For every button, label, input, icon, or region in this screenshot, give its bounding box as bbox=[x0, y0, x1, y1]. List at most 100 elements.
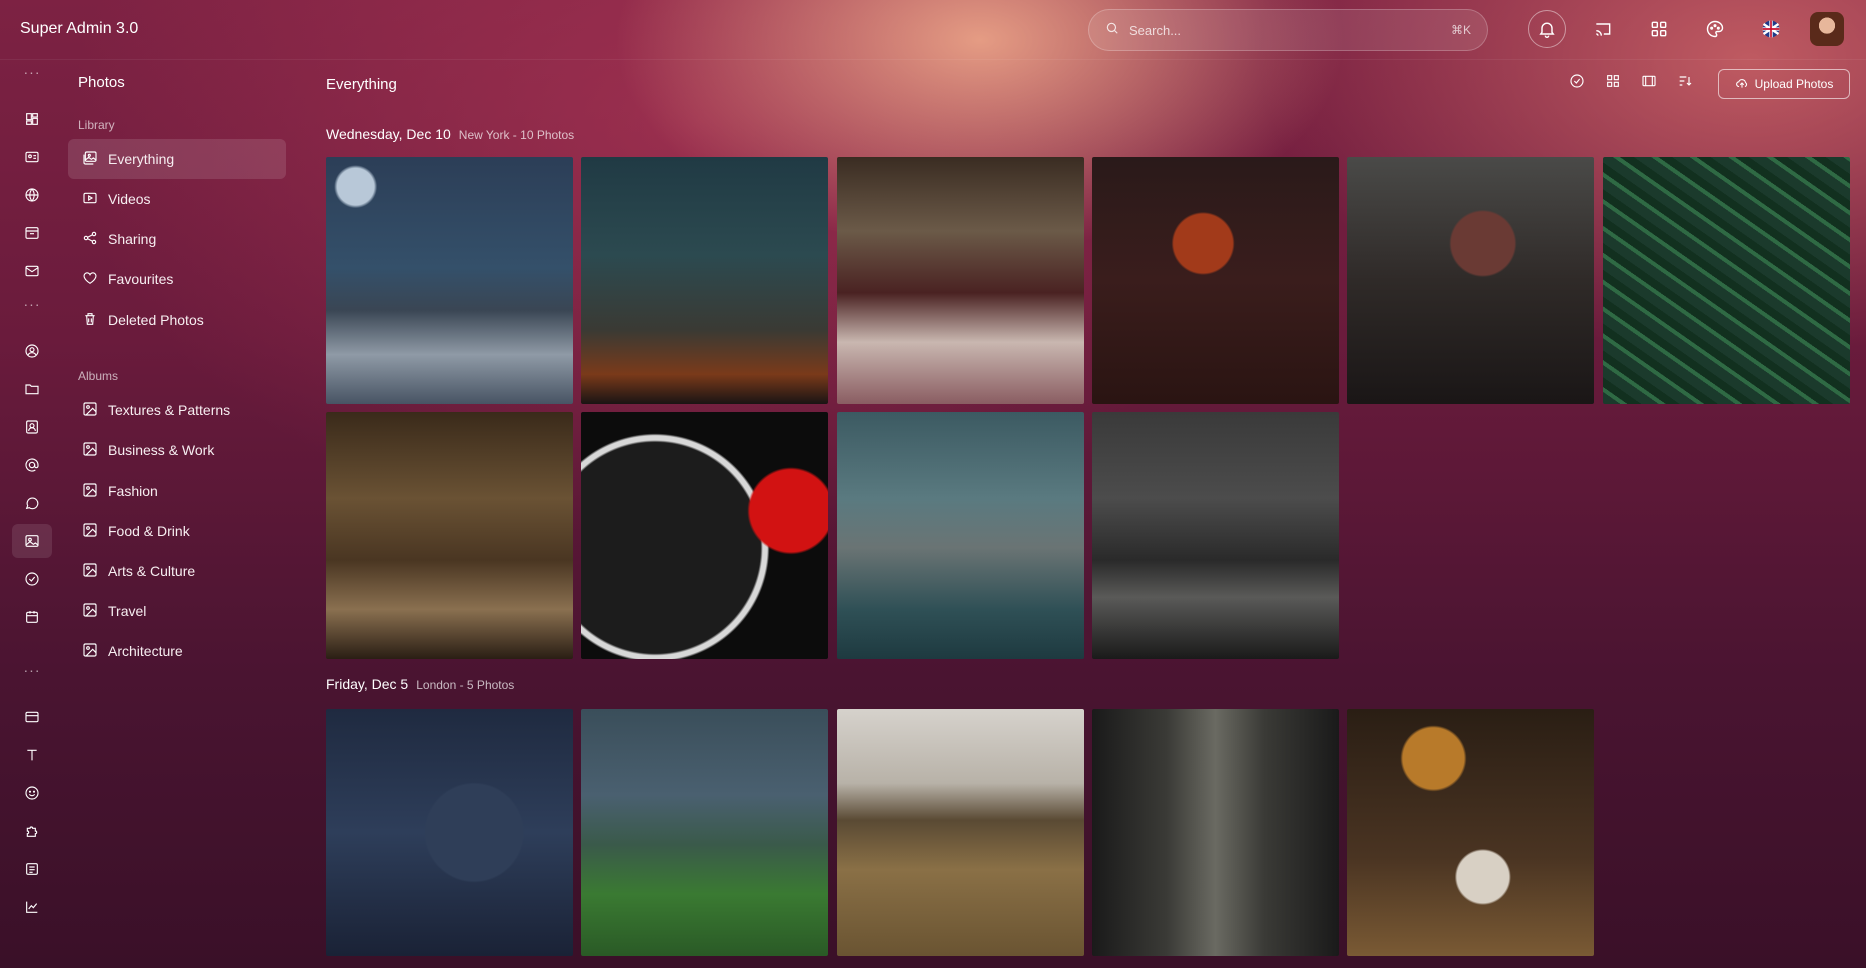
more-icon: ··· bbox=[23, 662, 41, 678]
photo-thumbnail[interactable] bbox=[1092, 157, 1339, 404]
bell-icon[interactable] bbox=[1528, 10, 1566, 48]
smile-icon[interactable] bbox=[12, 776, 52, 810]
sidebar-item-label: Deleted Photos bbox=[108, 312, 204, 328]
group-meta: New York - 10 Photos bbox=[458, 128, 575, 142]
archive-icon[interactable] bbox=[12, 216, 52, 250]
uk-flag-icon[interactable] bbox=[1752, 10, 1790, 48]
photo-thumbnail[interactable] bbox=[837, 709, 1084, 956]
sort-icon[interactable] bbox=[1674, 70, 1696, 92]
palette-icon[interactable] bbox=[1696, 10, 1734, 48]
album-travel[interactable]: Travel bbox=[68, 591, 286, 631]
sidebar-item-videos[interactable]: Videos bbox=[68, 179, 286, 219]
sidebar-item-label: Architecture bbox=[108, 643, 183, 659]
album-business-work[interactable]: Business & Work bbox=[68, 430, 286, 470]
image-icon bbox=[82, 522, 98, 541]
user-avatar[interactable] bbox=[1808, 10, 1846, 48]
photo-thumbnail[interactable] bbox=[1092, 709, 1339, 956]
sidebar-item-label: Textures & Patterns bbox=[108, 402, 231, 418]
photo-thumbnail[interactable] bbox=[326, 157, 573, 404]
video-icon bbox=[82, 190, 98, 209]
group-date: Wednesday, Dec 10 bbox=[326, 126, 451, 142]
id-card-icon[interactable] bbox=[12, 140, 52, 174]
photo-thumbnail[interactable] bbox=[326, 412, 573, 659]
heart-icon bbox=[82, 270, 98, 289]
view-toolbar bbox=[1566, 70, 1696, 92]
group-meta: London - 5 Photos bbox=[416, 678, 515, 692]
photo-thumbnail[interactable] bbox=[837, 412, 1084, 659]
calendar-icon[interactable] bbox=[12, 600, 52, 634]
cast-icon[interactable] bbox=[1584, 10, 1622, 48]
sidebar-title: Photos bbox=[78, 74, 125, 91]
album-food-drink[interactable]: Food & Drink bbox=[68, 511, 286, 551]
sidebar-item-sharing[interactable]: Sharing bbox=[68, 219, 286, 259]
library-section-label: Library bbox=[78, 118, 115, 132]
globe-icon[interactable] bbox=[12, 178, 52, 212]
search-box[interactable]: Search... ⌘K bbox=[1088, 9, 1488, 51]
album-textures-patterns[interactable]: Textures & Patterns bbox=[68, 390, 286, 430]
photo-thumbnail[interactable] bbox=[1347, 157, 1594, 404]
photo-thumbnail[interactable] bbox=[1347, 709, 1594, 956]
share-icon bbox=[82, 230, 98, 249]
app-title: Super Admin 3.0 bbox=[20, 20, 139, 37]
apps-grid-icon[interactable] bbox=[1640, 10, 1678, 48]
sidebar-item-label: Travel bbox=[108, 603, 147, 619]
contacts-icon[interactable] bbox=[12, 410, 52, 444]
icon-rail: ··· ··· ··· bbox=[0, 60, 64, 968]
more-icon: ··· bbox=[23, 64, 41, 80]
card-icon[interactable] bbox=[12, 700, 52, 734]
album-fashion[interactable]: Fashion bbox=[68, 471, 286, 511]
sidebar-item-favourites[interactable]: Favourites bbox=[68, 259, 286, 299]
top-bar: Super Admin 3.0 Search... ⌘K bbox=[0, 0, 1866, 60]
photo-group-header: Wednesday, Dec 10 New York - 10 Photos bbox=[326, 126, 574, 142]
film-view-icon[interactable] bbox=[1638, 70, 1660, 92]
photo-thumbnail[interactable] bbox=[581, 709, 828, 956]
dashboard-icon[interactable] bbox=[12, 102, 52, 136]
photo-thumbnail[interactable] bbox=[581, 157, 828, 404]
chat-icon[interactable] bbox=[12, 486, 52, 520]
photos-sidebar: Photos Library Everything Videos Sharing… bbox=[64, 60, 296, 968]
albums-section-label: Albums bbox=[78, 369, 119, 383]
photo-thumbnail[interactable] bbox=[1092, 412, 1339, 659]
page-title: Everything bbox=[326, 76, 397, 93]
image-icon bbox=[82, 602, 98, 621]
search-input[interactable]: Search... bbox=[1129, 22, 1182, 38]
trash-icon bbox=[82, 311, 98, 330]
check-circle-icon[interactable] bbox=[12, 562, 52, 596]
cloud-upload-icon bbox=[1735, 76, 1749, 93]
chart-line-icon[interactable] bbox=[12, 890, 52, 924]
album-architecture[interactable]: Architecture bbox=[68, 631, 286, 671]
sidebar-item-everything[interactable]: Everything bbox=[68, 139, 286, 179]
puzzle-icon[interactable] bbox=[12, 814, 52, 848]
user-circle-icon[interactable] bbox=[12, 334, 52, 368]
folder-icon[interactable] bbox=[12, 372, 52, 406]
photo-thumbnail[interactable] bbox=[581, 412, 828, 659]
photo-stack-icon bbox=[82, 150, 98, 169]
photo-thumbnail[interactable] bbox=[1603, 157, 1850, 404]
sidebar-item-label: Fashion bbox=[108, 483, 158, 499]
sidebar-item-label: Business & Work bbox=[108, 442, 215, 458]
sidebar-item-label: Food & Drink bbox=[108, 523, 190, 539]
sidebar-item-label: Arts & Culture bbox=[108, 563, 196, 579]
upload-label: Upload Photos bbox=[1754, 77, 1834, 91]
more-icon: ··· bbox=[23, 296, 41, 312]
photo-thumbnail[interactable] bbox=[326, 709, 573, 956]
image-icon bbox=[82, 642, 98, 661]
photo-icon[interactable] bbox=[12, 524, 52, 558]
image-icon bbox=[82, 401, 98, 420]
sidebar-item-deleted-photos[interactable]: Deleted Photos bbox=[68, 300, 286, 340]
image-icon bbox=[82, 562, 98, 581]
mail-icon[interactable] bbox=[12, 254, 52, 288]
image-icon bbox=[82, 441, 98, 460]
grid-view-icon[interactable] bbox=[1602, 70, 1624, 92]
text-icon[interactable] bbox=[12, 738, 52, 772]
sidebar-item-label: Favourites bbox=[108, 271, 174, 287]
form-icon[interactable] bbox=[12, 852, 52, 886]
select-all-icon[interactable] bbox=[1566, 70, 1588, 92]
image-icon bbox=[82, 482, 98, 501]
album-arts-culture[interactable]: Arts & Culture bbox=[68, 551, 286, 591]
photos-main: Everything Upload Photos Wednesday, Dec … bbox=[326, 60, 1856, 968]
upload-photos-button[interactable]: Upload Photos bbox=[1718, 69, 1850, 99]
sidebar-item-label: Videos bbox=[108, 191, 151, 207]
at-icon[interactable] bbox=[12, 448, 52, 482]
photo-thumbnail[interactable] bbox=[837, 157, 1084, 404]
